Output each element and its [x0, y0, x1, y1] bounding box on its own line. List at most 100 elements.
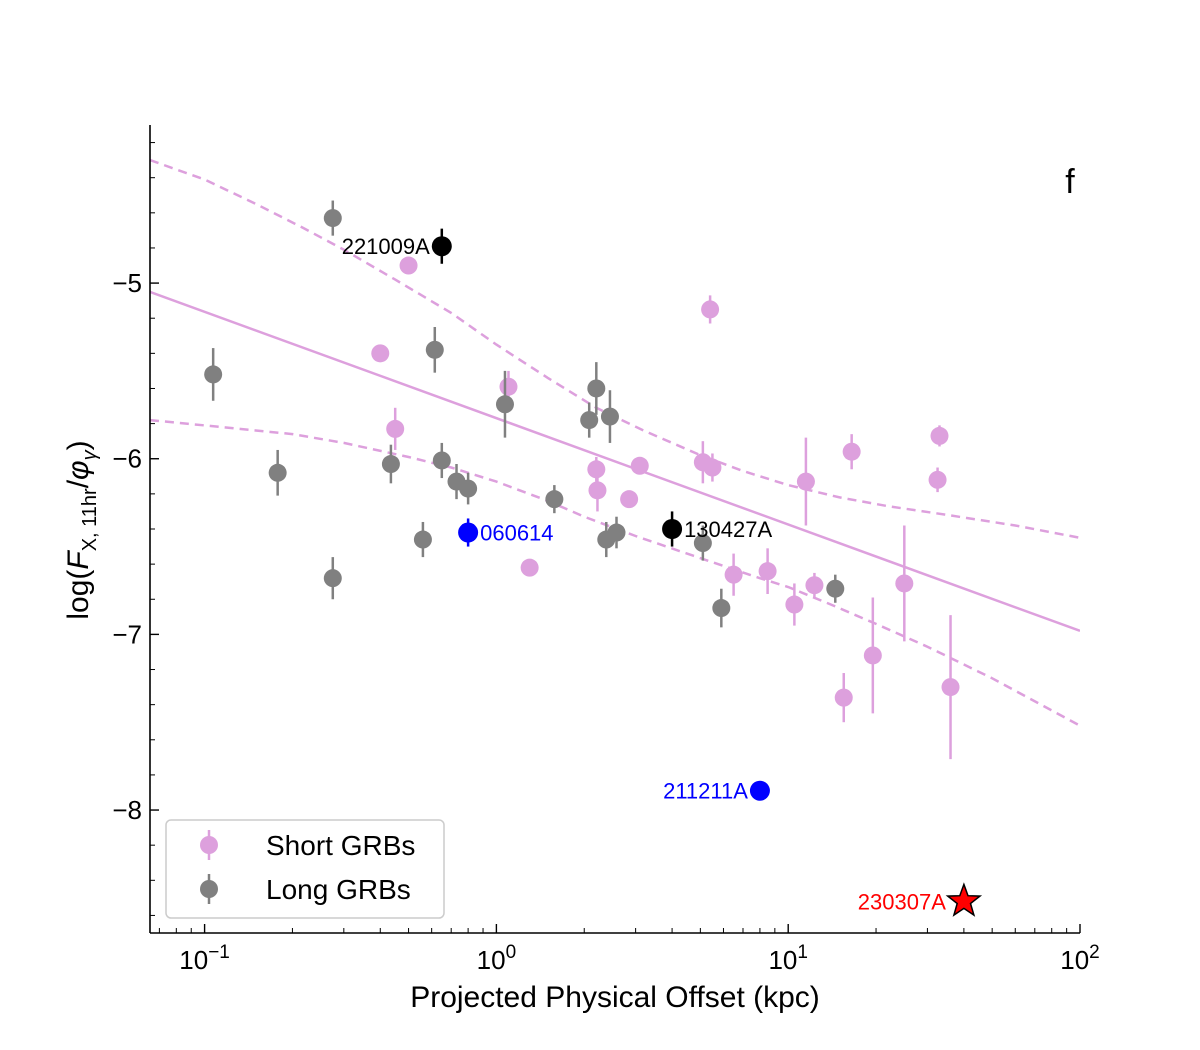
long-grb-point — [545, 485, 564, 514]
short-grb-point — [371, 344, 390, 363]
confidence-band-lower — [150, 418, 1080, 727]
legend-entry-long: Long GRBs — [200, 874, 411, 905]
short-grb-point — [930, 425, 949, 447]
short-grb-point — [863, 597, 882, 714]
short-grb-point — [630, 456, 649, 475]
short-grb-point — [758, 548, 777, 594]
legend-frame — [165, 819, 445, 919]
short-grb-point — [588, 469, 607, 512]
x-tick-label: 100 — [477, 942, 517, 975]
short-grb-marker — [758, 562, 777, 581]
long-grb-marker — [459, 479, 478, 498]
long-grb-marker — [580, 411, 599, 430]
short-grb-marker — [620, 490, 639, 509]
short-grb-point — [724, 553, 743, 596]
short-grb-marker — [588, 481, 607, 500]
best-fit-line — [150, 290, 1080, 633]
legend-long-marker — [200, 880, 218, 898]
long-grb-marker — [545, 490, 564, 509]
short-grb-point — [620, 490, 639, 509]
axes: 10−1 100 101 102 −5 −6 −7 −8 — [112, 125, 1100, 975]
long-grb-point — [323, 200, 342, 236]
short-grb-points — [371, 256, 960, 760]
short-grb-point — [386, 407, 405, 450]
y-tick-label: −5 — [112, 268, 142, 298]
short-grb-point — [895, 525, 914, 642]
long-grb-point — [495, 370, 514, 438]
grb-130427A-marker — [662, 519, 683, 539]
named-grb-points: 221009A 130427A 060614 211211A 230307A — [342, 228, 983, 917]
long-grb-points — [204, 200, 845, 628]
short-grb-marker — [630, 456, 649, 475]
long-grb-marker — [323, 209, 342, 228]
long-grb-point — [432, 442, 451, 479]
legend-long-label: Long GRBs — [266, 874, 411, 905]
short-grb-marker — [941, 678, 960, 697]
fit-line-layer — [150, 290, 1080, 633]
long-grb-point — [607, 516, 626, 549]
short-grb-marker — [895, 574, 914, 593]
grb-060614: 060614 — [458, 518, 554, 547]
short-grb-point — [399, 256, 418, 275]
long-grb-point — [268, 449, 287, 496]
long-grb-marker — [323, 569, 342, 588]
long-grb-marker — [826, 579, 845, 598]
short-grb-point — [842, 434, 861, 470]
short-grb-marker — [930, 426, 949, 445]
panel-label: f — [1065, 163, 1075, 201]
short-grb-point — [703, 453, 722, 482]
y-tick-label: −6 — [112, 444, 142, 474]
long-grb-marker — [693, 534, 712, 553]
long-grb-point — [413, 521, 432, 558]
legend: Short GRBs Long GRBs — [165, 819, 445, 919]
short-grb-point — [701, 295, 720, 324]
short-grb-point — [928, 467, 947, 493]
short-grb-point — [805, 572, 824, 598]
grb-221009A-marker — [431, 236, 452, 257]
long-grb-marker — [432, 451, 451, 470]
long-grb-point — [580, 402, 599, 438]
short-grb-point — [520, 558, 539, 577]
short-grb-point — [834, 673, 853, 723]
grb-230307A: 230307A — [858, 882, 983, 917]
long-grb-marker — [425, 340, 444, 359]
short-grb-marker — [785, 595, 804, 614]
short-grb-marker — [399, 256, 418, 275]
short-grb-marker — [703, 458, 722, 477]
grb-221009A-label: 221009A — [342, 234, 430, 259]
short-grb-marker — [834, 688, 853, 707]
short-grb-marker — [928, 470, 947, 489]
short-grb-marker — [796, 472, 815, 491]
grb-130427A-label: 130427A — [684, 517, 772, 542]
short-grb-marker — [520, 558, 539, 577]
legend-entry-short: Short GRBs — [200, 830, 415, 861]
y-tick-label: −8 — [112, 795, 142, 825]
y-tick-label: −7 — [112, 619, 142, 649]
star-marker-icon — [945, 882, 983, 917]
x-tick-label: 101 — [768, 942, 808, 975]
grb-221009A: 221009A — [342, 228, 452, 264]
legend-short-marker — [200, 836, 218, 854]
short-grb-point — [785, 583, 804, 626]
long-grb-marker — [381, 455, 400, 474]
short-grb-marker — [842, 442, 861, 461]
grb-211211A: 211211A — [663, 779, 770, 804]
legend-short-label: Short GRBs — [266, 830, 415, 861]
grb-211211A-marker — [749, 780, 770, 801]
short-grb-marker — [701, 300, 720, 319]
long-grb-marker — [495, 395, 514, 414]
long-grb-point — [600, 390, 619, 443]
x-tick-label: 102 — [1060, 942, 1100, 975]
long-grb-point — [323, 557, 342, 600]
long-grb-marker — [204, 365, 223, 384]
y-axis-title: log(FX, 11hr/φγ) — [62, 440, 101, 619]
grb-230307A-label: 230307A — [858, 889, 946, 914]
grb-060614-label: 060614 — [480, 521, 553, 546]
long-grb-point — [712, 588, 731, 628]
long-grb-marker — [600, 407, 619, 426]
long-grb-marker — [712, 599, 731, 618]
grb-211211A-label: 211211A — [663, 779, 748, 804]
long-grb-marker — [607, 523, 626, 542]
long-grb-point — [425, 327, 444, 373]
